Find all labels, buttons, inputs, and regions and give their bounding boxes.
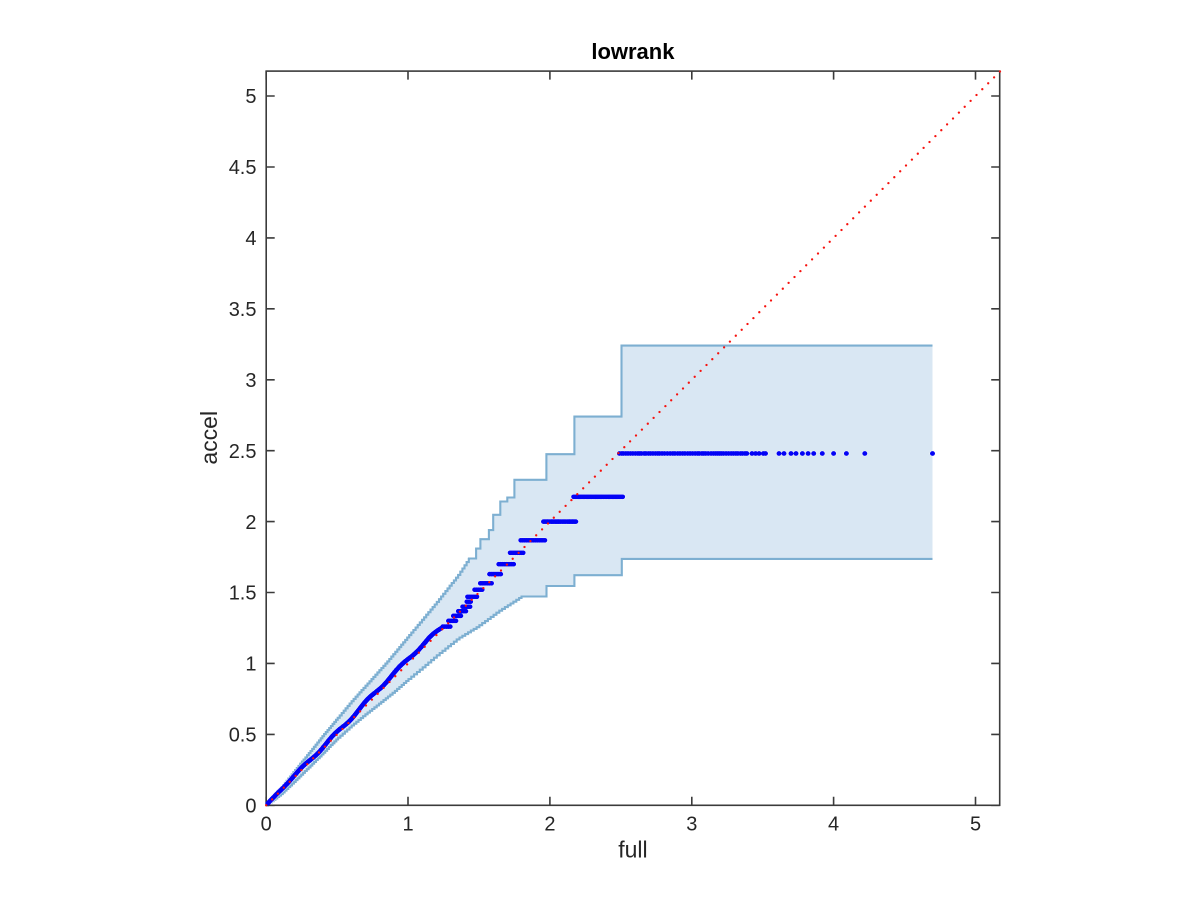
svg-text:3: 3 [245,370,256,392]
svg-text:5: 5 [245,86,256,108]
svg-text:1: 1 [245,654,256,676]
svg-text:full: full [618,836,647,862]
svg-text:2: 2 [245,512,256,534]
svg-text:1.5: 1.5 [229,583,257,605]
svg-text:4.5: 4.5 [229,157,257,179]
svg-text:2: 2 [544,814,555,836]
svg-text:0: 0 [245,796,256,818]
svg-text:1: 1 [402,814,413,836]
svg-text:lowrank: lowrank [591,39,675,64]
svg-text:0: 0 [261,814,272,836]
svg-text:0.5: 0.5 [229,725,257,747]
svg-text:2.5: 2.5 [229,441,257,463]
svg-text:accel: accel [196,411,222,465]
svg-text:3: 3 [686,814,697,836]
svg-text:5: 5 [970,814,981,836]
svg-text:4: 4 [828,814,839,836]
svg-text:4: 4 [245,228,256,250]
svg-text:3.5: 3.5 [229,299,257,321]
